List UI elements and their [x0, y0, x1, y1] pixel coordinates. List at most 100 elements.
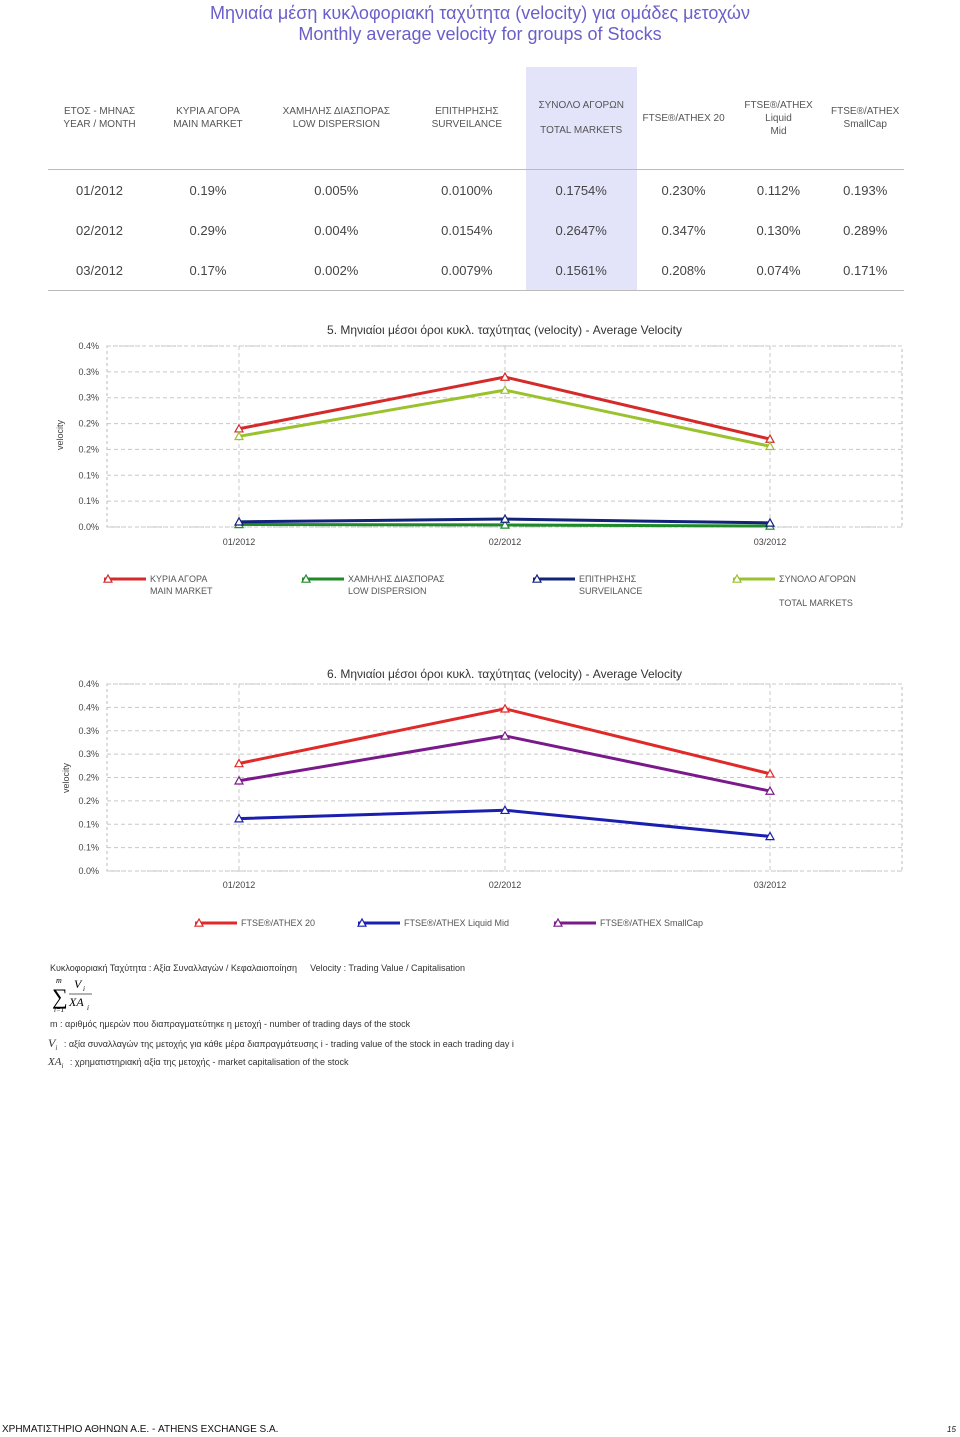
y-tick-label: 0.1% — [78, 470, 99, 480]
column-header-line: ΣΥΝΟΛΟ ΑΓΟΡΩΝ — [538, 100, 624, 111]
column-header-line: FTSE®/ATHEX 20 — [642, 112, 725, 124]
note-symbol-xa-sub: i — [61, 1061, 64, 1070]
y-tick-label: 0.2% — [78, 796, 99, 806]
legend-swatch — [356, 917, 400, 927]
data-point-marker — [764, 768, 776, 778]
table-cell: 0.0079% — [407, 250, 526, 291]
footer-exchange-name: ΧΡΗΜΑΤΙΣΤΗΡΙΟ ΑΘΗΝΩΝ Α.Ε. - ATHENS EXCHA… — [2, 1424, 279, 1435]
x-tick-label: 01/2012 — [223, 880, 256, 890]
formula-numerator-sub: i — [83, 985, 85, 993]
legend-label-line: LOW DISPERSION — [348, 586, 427, 596]
y-tick-label: 0.3% — [78, 726, 99, 736]
column-header-line: SmallCap — [843, 119, 887, 130]
legend-swatch — [300, 573, 344, 583]
x-tick-label: 03/2012 — [754, 880, 787, 890]
note-symbol-v-sub: i — [55, 1043, 58, 1052]
legend-label: FTSE®/ATHEX 20 — [241, 917, 315, 929]
legend-label-line: ΣΥΝΟΛΟ ΑΓΟΡΩΝ — [779, 574, 856, 584]
legend-swatch-marker — [531, 573, 543, 583]
formula-upper-limit: m — [56, 976, 62, 985]
y-tick-label: 0.1% — [78, 819, 99, 829]
sum-symbol: ∑ — [52, 984, 68, 1009]
data-point-marker — [499, 703, 511, 713]
table-body: 01/2012 0.19% 0.005% 0.0100% 0.1754% 0.230% 0.… — [48, 169, 904, 291]
column-header-line: ΕΠΙΤΗΡΗΣΗΣ — [435, 106, 499, 117]
title-greek: Μηνιαία μέση κυκλοφοριακή ταχύτητα (velo… — [210, 3, 750, 23]
legend-swatch-marker — [356, 917, 368, 927]
page-number: 15 — [947, 1425, 956, 1434]
data-point-marker — [233, 516, 245, 526]
y-tick-label: 0.3% — [78, 393, 99, 403]
legend-label-line — [779, 585, 856, 597]
legend-swatch-marker — [102, 573, 114, 583]
chart-title: 5. Μηνιαίοι μέσοι όροι κυκλ. ταχύτητας (… — [327, 323, 682, 337]
data-point-marker — [499, 519, 511, 529]
legend-swatch — [531, 573, 575, 583]
table-cell: 0.130% — [756, 222, 801, 238]
column-header: ΕΤΟΣ - ΜΗΝΑΣ YEAR / MONTH — [48, 67, 152, 170]
column-header-line: LOW DISPERSION — [292, 119, 380, 130]
note-m: m : αριθμός ημερών που διαπραγματεύτηκε … — [50, 1019, 410, 1029]
table-row: 02/2012 0.29% 0.004% 0.0154% 0.2647% 0.347% 0.… — [48, 210, 904, 250]
column-header-line: FTSE®/ATHEX Liquid — [744, 99, 813, 124]
formula-denominator: XA — [68, 995, 84, 1009]
legend-label: ΧΑΜΗΛΗΣ ΔΙΑΣΠΟΡΑΣ LOW DISPERSION — [348, 573, 445, 597]
table-cell: 0.005% — [314, 182, 359, 198]
column-header-line: SURVEILANCE — [431, 119, 502, 130]
table-cell: 0.289% — [843, 222, 888, 238]
legend-label-line: MAIN MARKET — [150, 586, 213, 596]
definition-english: Velocity : Trading Value / Capitalisatio… — [310, 963, 465, 973]
note-text-xa: : χρηματιστηριακή αξία της μετοχής - mar… — [69, 1057, 349, 1067]
legend-label-line: SURVEILANCE — [579, 586, 643, 596]
data-point-marker — [233, 431, 245, 441]
x-tick-label: 03/2012 — [754, 537, 787, 547]
note-symbol-xa: XA — [48, 1056, 62, 1068]
y-tick-label: 0.0% — [78, 866, 99, 876]
legend-label-line: FTSE®/ATHEX SmallCap — [600, 918, 703, 928]
table-cell: 0.1754% — [525, 169, 637, 210]
definition-line: Κυκλοφοριακή Ταχύτητα : Αξία Συναλλαγών … — [50, 963, 465, 973]
x-tick-label: 02/2012 — [489, 880, 522, 890]
legend-label: FTSE®/ATHEX SmallCap — [600, 917, 703, 929]
x-tick-label: 02/2012 — [489, 537, 522, 547]
data-point-marker — [499, 804, 511, 815]
legend-swatch-marker — [731, 573, 743, 583]
note-symbol-m: m — [50, 1019, 58, 1029]
data-point-marker — [233, 813, 245, 823]
x-tick-label: 01/2012 — [223, 537, 256, 547]
column-header: FTSE®/ATHEX Liquid Mid — [730, 67, 827, 170]
data-point-marker — [499, 730, 511, 740]
definition-greek: Κυκλοφοριακή Ταχύτητα : Αξία Συναλλαγών … — [50, 963, 298, 973]
table-cell: 0.2647% — [525, 210, 637, 250]
chart-5-average-velocity: 0.0% 0.1% 0.1% 0.2% 0.2% 0.3% 0.3% 0.4% 01/2012 0… — [55, 323, 903, 547]
data-point-marker — [764, 785, 776, 795]
note-xa: XAi : χρηματιστηριακή αξία της μετοχής -… — [48, 1056, 349, 1070]
table-row: 01/2012 0.19% 0.005% 0.0100% 0.1754% 0.230% 0.… — [48, 169, 904, 210]
data-point-marker — [233, 775, 245, 785]
legend-swatch-marker — [300, 573, 312, 583]
row-month: 02/2012 — [76, 222, 124, 238]
legend-swatch — [552, 917, 596, 927]
table-cell: 0.0100% — [441, 182, 493, 198]
y-axis-label: velocity — [61, 762, 71, 793]
data-point-marker — [499, 384, 511, 394]
table-cell: 0.17% — [151, 250, 265, 291]
column-header: ΧΑΜΗΛΗΣ ΔΙΑΣΠΟΡΑΣ LOW DISPERSION — [264, 67, 408, 170]
column-header: FTSE®/ATHEX SmallCap — [826, 67, 904, 170]
y-tick-label: 0.0% — [78, 522, 99, 532]
y-tick-label: 0.2% — [78, 444, 99, 454]
note-text-m: : αριθμός ημερών που διαπραγματεύτηκε η … — [60, 1019, 411, 1029]
table-cell: 0.1561% — [525, 250, 637, 291]
legend-label: ΚΥΡΙΑ ΑΓΟΡΑ MAIN MARKET — [150, 573, 213, 597]
data-point-marker — [233, 758, 245, 768]
note-symbol-v: V — [48, 1036, 56, 1050]
column-header-line: MAIN MARKET — [173, 119, 243, 130]
y-tick-label: 0.2% — [78, 419, 99, 429]
column-header-line: ΧΑΜΗΛΗΣ ΔΙΑΣΠΟΡΑΣ — [282, 106, 390, 117]
y-tick-label: 0.3% — [78, 367, 99, 377]
table-cell: 0.208% — [636, 250, 731, 291]
legend-swatch-marker — [193, 917, 205, 927]
column-header-line: TOTAL MARKETS — [540, 125, 623, 136]
legend-label-line: TOTAL MARKETS — [779, 598, 853, 608]
chart-6-average-velocity: 0.0% 0.1% 0.1% 0.2% 0.2% 0.3% 0.3% 0.4% 0.4% 01/2… — [61, 667, 903, 890]
